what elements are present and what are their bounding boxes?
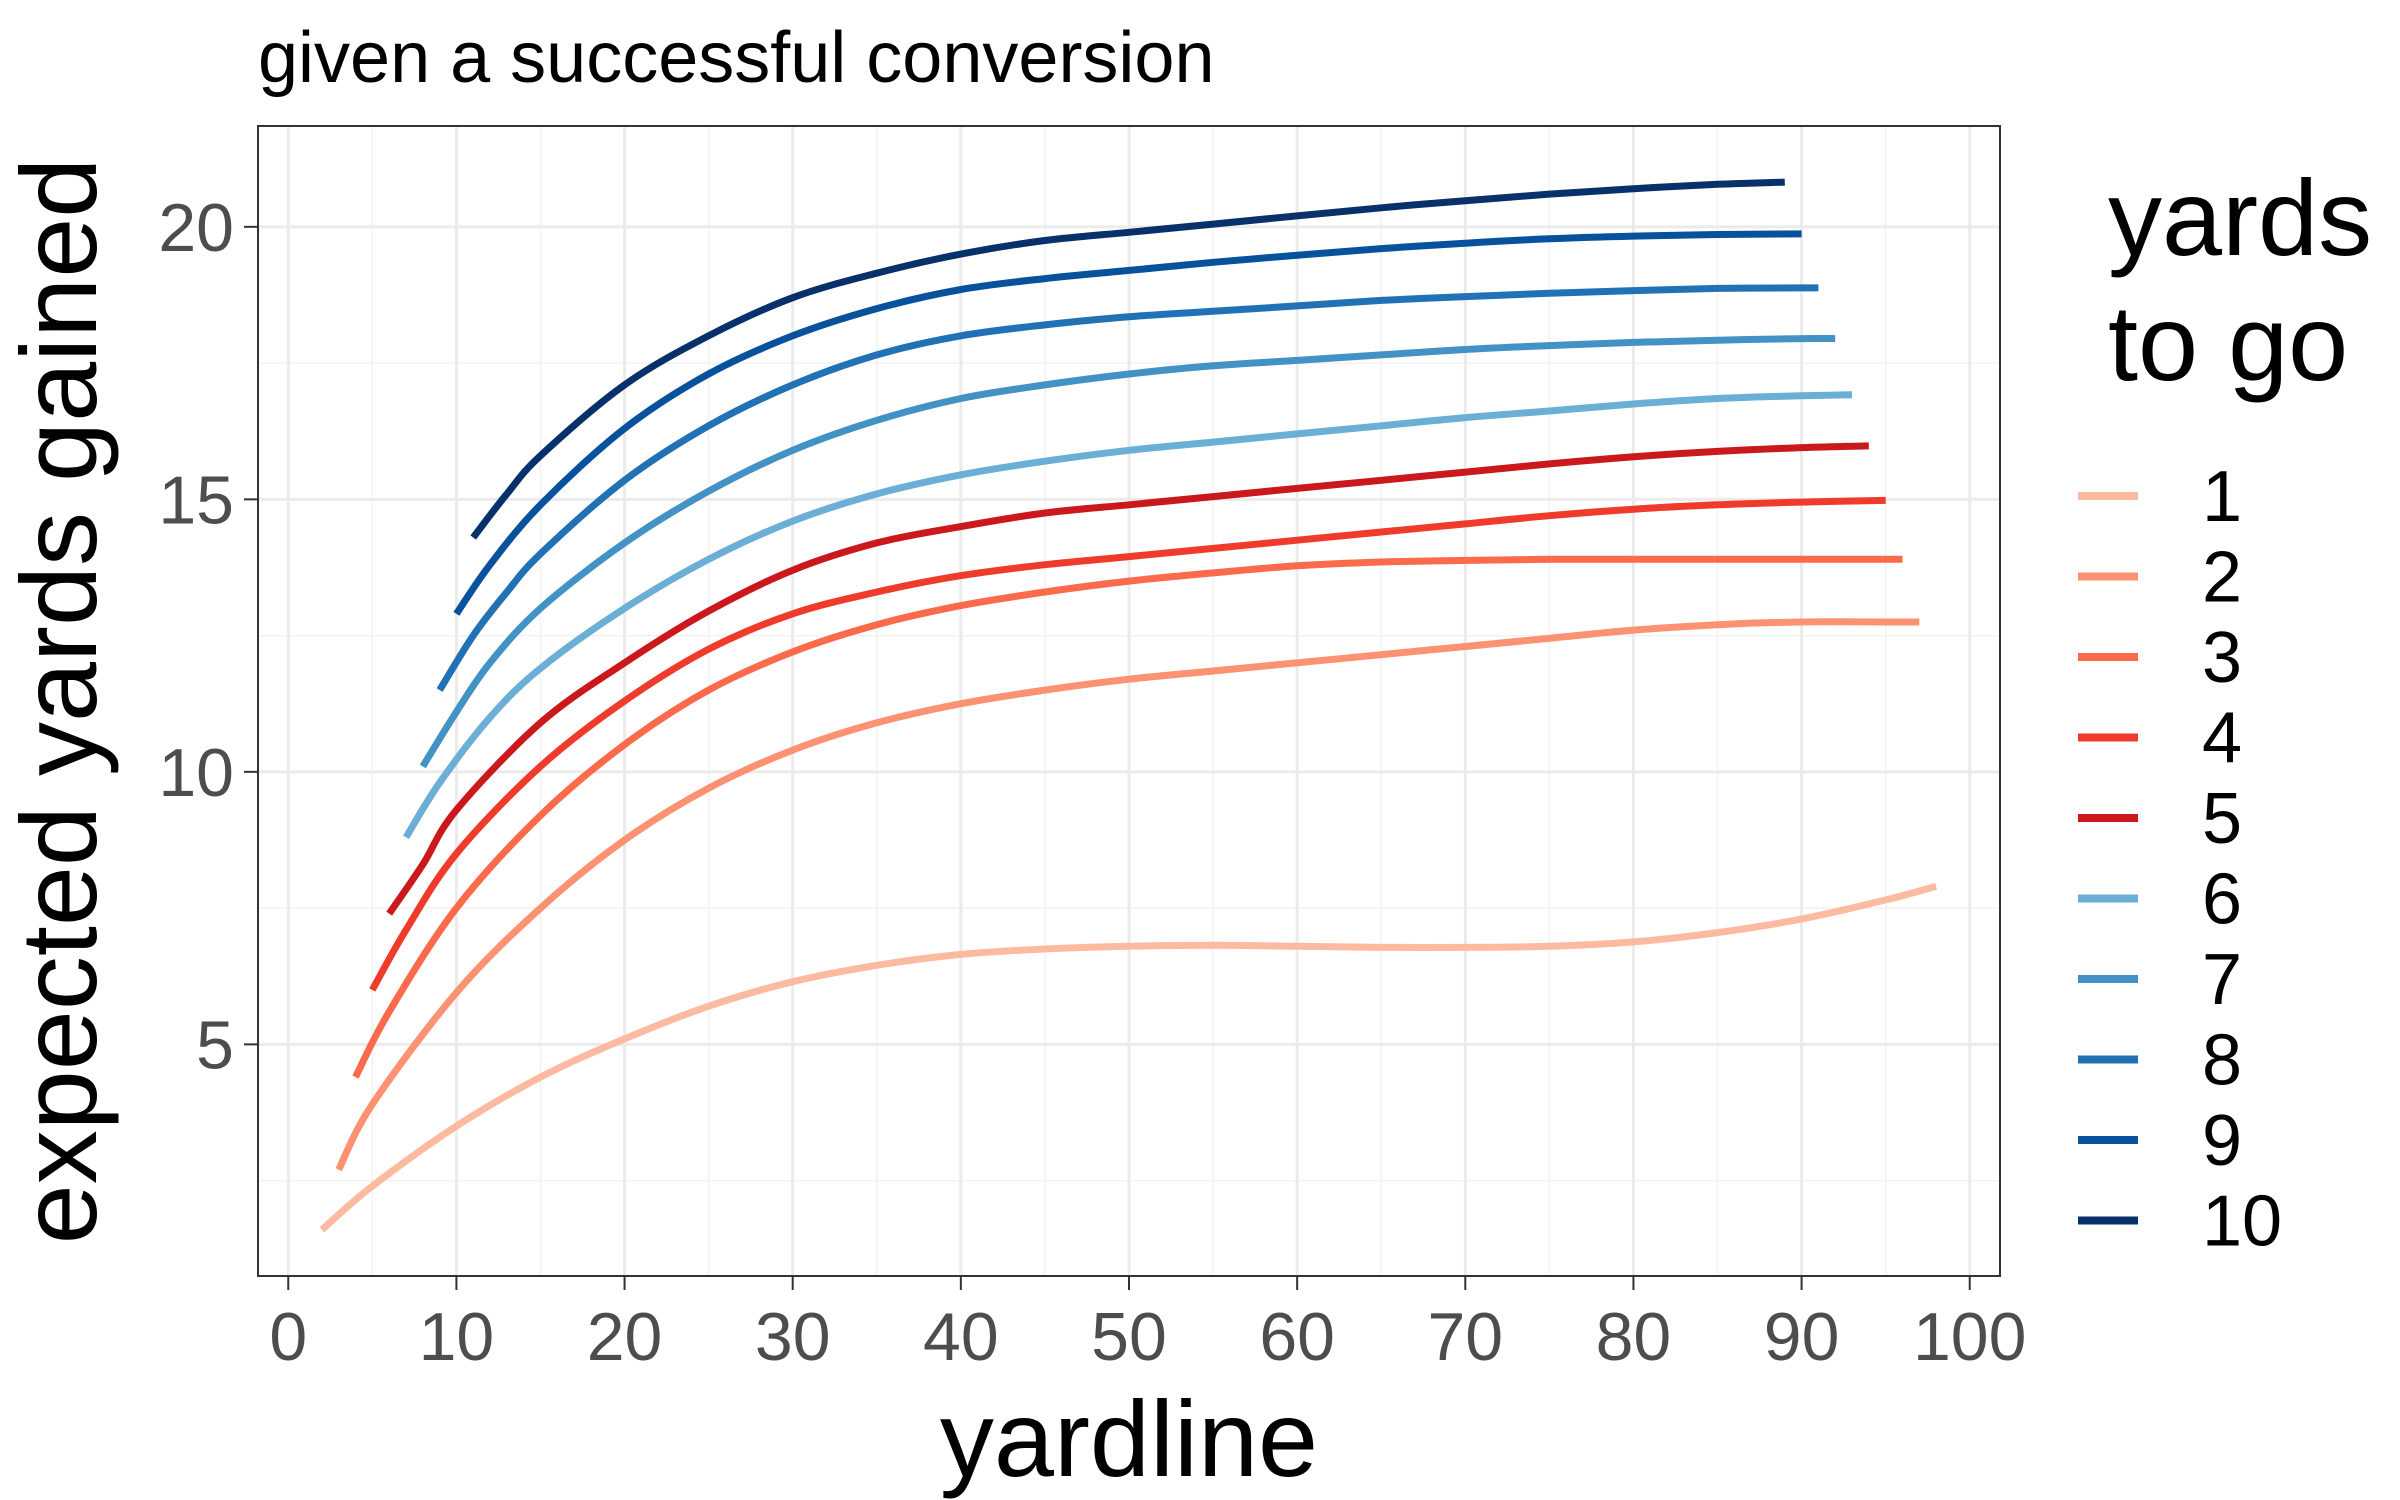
series-line-8	[436, 284, 1819, 692]
series-line-2	[335, 618, 1920, 1172]
x-tick-label: 90	[1764, 1299, 1840, 1375]
legend-label-10: 10	[2202, 1182, 2282, 1262]
legend-item: 10	[2078, 1182, 2282, 1262]
x-tick-label: 100	[1913, 1299, 2026, 1375]
y-tick-label: 20	[158, 190, 234, 266]
legend-label-8: 8	[2202, 1021, 2242, 1101]
plot-panel	[257, 125, 2001, 1277]
y-axis: 5 10 15 20	[158, 190, 258, 1083]
x-tick-label: 40	[923, 1299, 999, 1375]
legend-item: 4	[2078, 699, 2242, 779]
legend-label-4: 4	[2202, 699, 2242, 779]
legend-label-3: 3	[2202, 618, 2242, 698]
x-tick-label: 0	[269, 1299, 307, 1375]
legend-item: 9	[2078, 1101, 2242, 1181]
y-tick-label: 10	[158, 735, 234, 811]
x-axis-title: yardline	[940, 1378, 1318, 1499]
x-tick-label: 20	[587, 1299, 663, 1375]
legend-item: 2	[2078, 538, 2242, 618]
x-tick-label: 10	[419, 1299, 495, 1375]
series-line-3	[352, 555, 1903, 1079]
chart-title: given a successful conversion	[258, 18, 1215, 98]
legend-title-line-2: to go	[2108, 282, 2348, 403]
y-tick-label: 15	[158, 462, 234, 538]
x-axis: 0 10 20 30 40 50 60 70 80 90 100	[269, 1276, 2026, 1375]
legend-item: 1	[2078, 457, 2242, 537]
x-tick-label: 70	[1427, 1299, 1503, 1375]
x-tick-label: 60	[1259, 1299, 1335, 1375]
legend-item: 7	[2078, 940, 2242, 1020]
legend-label-6: 6	[2202, 860, 2242, 940]
legend-label-1: 1	[2202, 457, 2242, 537]
legend-item: 8	[2078, 1021, 2242, 1101]
legend-item: 5	[2078, 779, 2242, 859]
series-line-5	[386, 442, 1869, 916]
legend-label-7: 7	[2202, 940, 2242, 1020]
series-line-4	[369, 496, 1886, 992]
legend-label-5: 5	[2202, 779, 2242, 859]
series-line-6	[403, 391, 1853, 840]
series-line-10	[470, 178, 1785, 540]
series-lines	[319, 178, 1938, 1233]
legend-item: 6	[2078, 860, 2242, 940]
y-axis-title: expected yards gained	[0, 158, 119, 1245]
x-tick-label: 80	[1596, 1299, 1672, 1375]
series-line-7	[419, 334, 1836, 769]
y-tick-label: 5	[196, 1007, 234, 1083]
series-line-9	[453, 230, 1802, 616]
x-tick-label: 30	[755, 1299, 831, 1375]
legend-title-line-1: yards	[2108, 157, 2372, 278]
legend-item: 3	[2078, 618, 2242, 698]
legend-label-9: 9	[2202, 1101, 2242, 1181]
series-line-1	[319, 882, 1938, 1233]
x-tick-label: 50	[1091, 1299, 1167, 1375]
legend-label-2: 2	[2202, 538, 2242, 618]
